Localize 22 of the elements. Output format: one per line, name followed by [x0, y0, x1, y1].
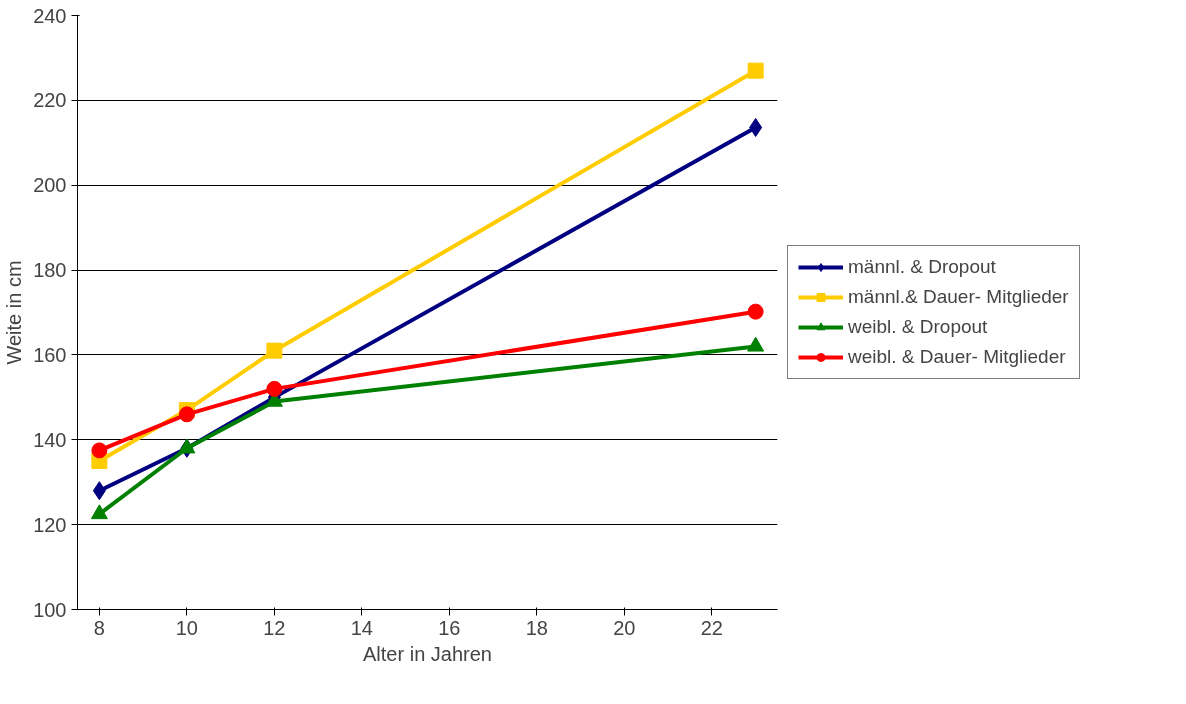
- legend-label: männl. & Dropout: [848, 256, 996, 278]
- x-tick-label: 8: [93, 616, 105, 639]
- x-tick-label: 22: [700, 616, 723, 639]
- y-tick-label: 240: [33, 4, 67, 27]
- x-tick-label: 16: [438, 616, 461, 639]
- y-axis-title: Weite in cm: [3, 260, 26, 365]
- y-tick-label: 160: [33, 343, 67, 366]
- legend-label: männl.& Dauer- Mitglieder: [848, 286, 1069, 308]
- x-axis-title: Alter in Jahren: [363, 642, 492, 665]
- x-tick-label: 14: [350, 616, 373, 639]
- y-tick-label: 200: [33, 174, 67, 197]
- legend-label: weibl. & Dropout: [848, 316, 988, 338]
- y-tick-label: 100: [33, 598, 67, 621]
- x-tick-label: 10: [175, 616, 198, 639]
- y-tick-label: 120: [33, 513, 67, 536]
- x-tick-label: 12: [263, 616, 286, 639]
- x-tick-label: 20: [613, 616, 636, 639]
- x-tick-label: 18: [525, 616, 548, 639]
- legend-label: weibl. & Dauer- Mitglieder: [848, 346, 1066, 368]
- y-tick-label: 220: [33, 89, 67, 112]
- y-tick-label: 140: [33, 428, 67, 451]
- y-tick-label: 180: [33, 259, 67, 282]
